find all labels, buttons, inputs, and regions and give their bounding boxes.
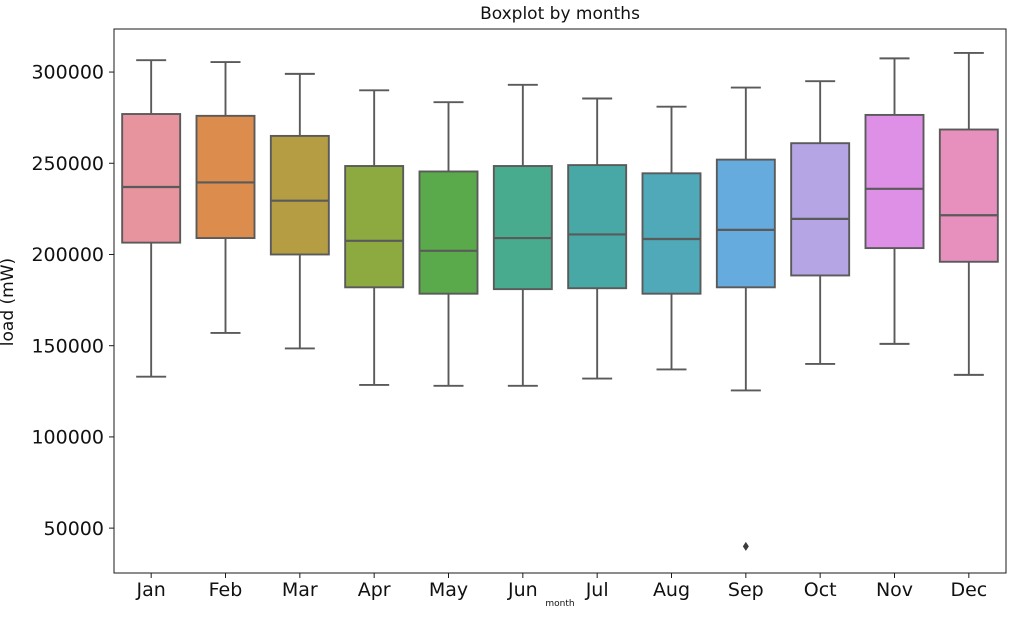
box-mar (269, 134, 330, 256)
x-tick-label-nov: Nov (876, 579, 913, 601)
plot-area-spines (113, 28, 1007, 574)
box-jan (121, 113, 182, 244)
box-apr (344, 165, 405, 289)
box-aug (641, 172, 702, 295)
x-tick-label-oct: Oct (804, 579, 837, 601)
y-tick-label: 100000 (31, 427, 104, 449)
box-sep (715, 158, 776, 289)
box-jul (567, 164, 628, 290)
x-tick-label-dec: Dec (950, 579, 987, 601)
x-tick-label-aug: Aug (653, 579, 690, 601)
box-dec (938, 128, 999, 263)
x-tick-label-jun: Jun (507, 579, 538, 601)
chart-title: Boxplot by months (480, 4, 640, 24)
x-tick-label-feb: Feb (209, 579, 243, 601)
y-tick-label: 250000 (31, 153, 104, 175)
y-tick-label: 150000 (31, 335, 104, 357)
box-nov (864, 113, 925, 250)
x-axis-label: month (545, 599, 575, 609)
box-oct (790, 142, 851, 277)
box-feb (195, 114, 256, 240)
x-tick-label-apr: Apr (358, 579, 391, 601)
y-tick-label: 300000 (31, 62, 104, 84)
y-tick-label: 200000 (31, 244, 104, 266)
x-tick-label-jul: Jul (585, 579, 609, 601)
x-tick-label-sep: Sep (728, 579, 764, 601)
box-may (418, 170, 479, 295)
x-tick-label-jan: Jan (136, 579, 166, 601)
box-jun (492, 165, 553, 291)
x-tick-label-mar: Mar (282, 579, 318, 601)
y-tick-label: 50000 (44, 518, 104, 540)
x-tick-label-may: May (429, 579, 468, 601)
outlier-sep (742, 541, 749, 551)
